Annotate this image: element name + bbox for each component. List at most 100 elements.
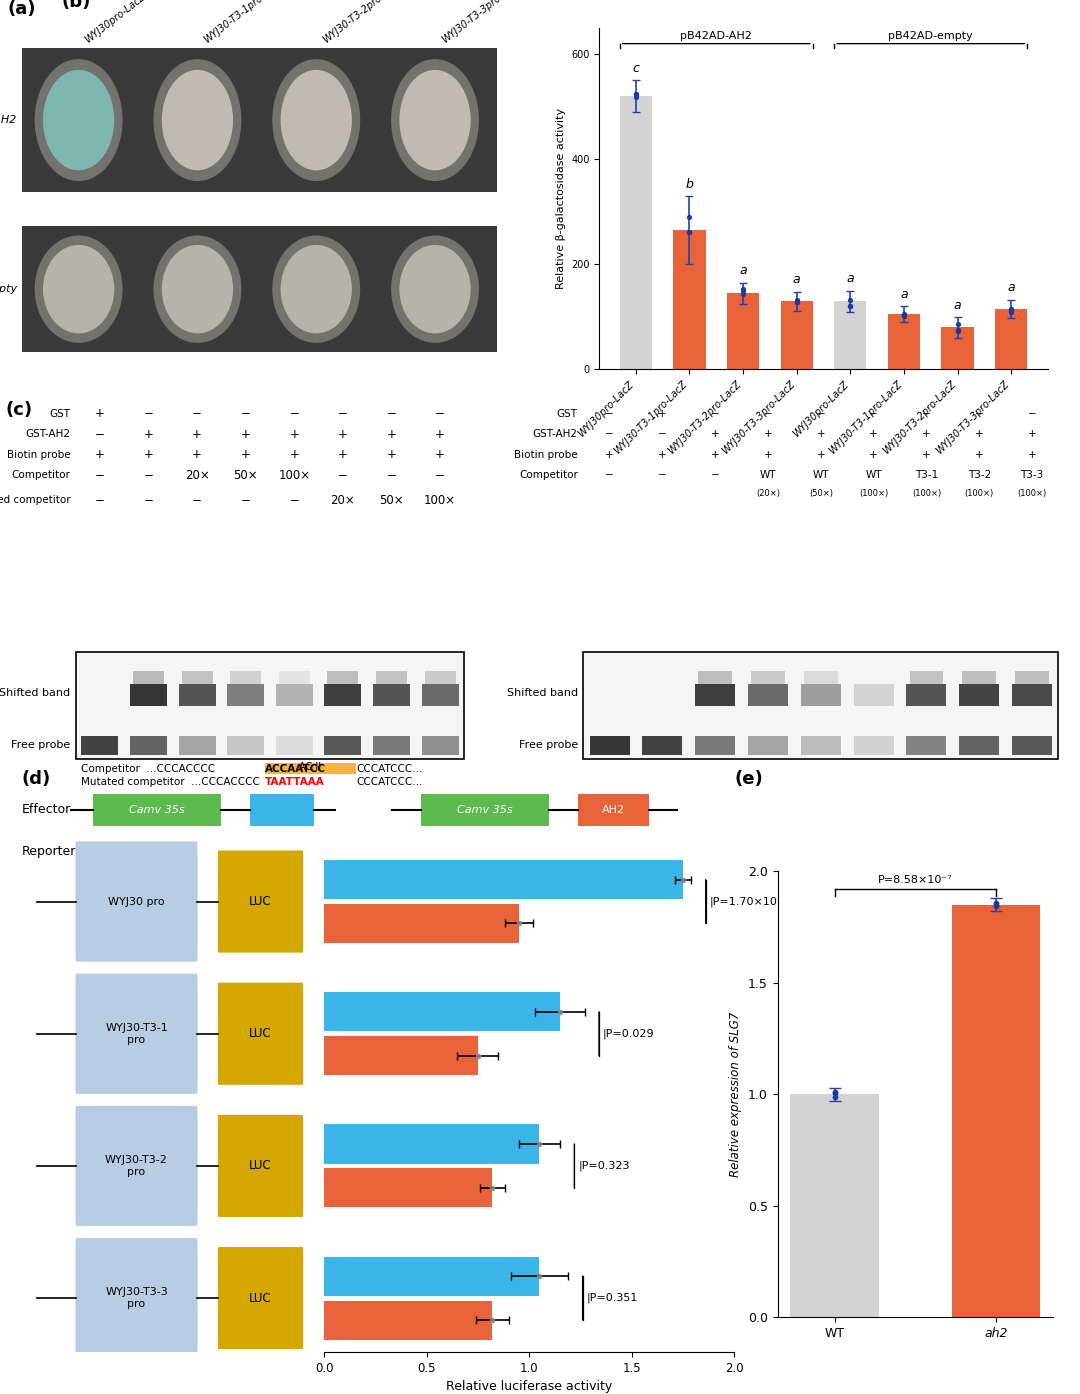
Text: 20×: 20× — [185, 468, 210, 482]
Text: −: − — [922, 408, 931, 418]
Text: Competitor  ...CCCACCCC: Competitor ...CCCACCCC — [81, 764, 215, 775]
Bar — [791, 1094, 879, 1317]
Text: pB42AD-AH2: pB42AD-AH2 — [0, 116, 17, 125]
FancyBboxPatch shape — [578, 793, 649, 827]
Text: +: + — [387, 428, 396, 441]
Point — [484, 1309, 501, 1331]
Ellipse shape — [162, 245, 233, 333]
Text: +: + — [922, 450, 931, 460]
Ellipse shape — [35, 59, 123, 181]
Text: −: − — [435, 407, 445, 420]
Bar — [327, 672, 359, 684]
Text: LUC: LUC — [249, 1292, 272, 1305]
Text: +: + — [816, 429, 825, 439]
Text: b: b — [686, 178, 693, 191]
Point — [987, 895, 1004, 917]
Bar — [800, 736, 841, 756]
Bar — [959, 684, 999, 705]
Bar — [951, 905, 1040, 1317]
Text: −: − — [435, 468, 445, 482]
Text: c: c — [633, 63, 639, 75]
Bar — [748, 736, 788, 756]
Text: WYJ30-T3-3pro-LacZ: WYJ30-T3-3pro-LacZ — [440, 0, 524, 45]
Text: a: a — [954, 298, 961, 312]
Text: GST-AH2: GST-AH2 — [25, 429, 70, 439]
Text: −: − — [869, 408, 878, 418]
Text: Biotin probe: Biotin probe — [514, 450, 578, 460]
Text: WT: WT — [812, 470, 829, 481]
Bar — [373, 684, 410, 705]
Text: Mutated competitor: Mutated competitor — [0, 495, 70, 505]
Point — [895, 304, 913, 326]
Bar — [853, 684, 893, 705]
Bar — [748, 684, 788, 705]
Text: −: − — [605, 408, 613, 418]
Bar — [22, 49, 497, 192]
Text: +: + — [711, 429, 719, 439]
Ellipse shape — [43, 245, 114, 333]
Point — [510, 912, 527, 934]
Bar — [995, 309, 1027, 369]
Text: (e): (e) — [734, 769, 764, 788]
Bar — [227, 736, 265, 756]
Text: pB42AD-AH2: pB42AD-AH2 — [680, 31, 752, 40]
Text: AH2: AH2 — [602, 804, 625, 815]
Bar — [227, 684, 265, 705]
Bar — [699, 672, 732, 684]
Point — [841, 290, 859, 312]
Point — [680, 222, 698, 244]
Bar — [324, 860, 683, 899]
Text: TAATTAAA: TAATTAAA — [265, 776, 324, 786]
Text: Free probe: Free probe — [518, 740, 578, 750]
Text: Camv 35s: Camv 35s — [457, 804, 513, 815]
Text: WYJ30-T3-1pro-LacZ: WYJ30-T3-1pro-LacZ — [202, 0, 286, 45]
Text: +: + — [711, 450, 719, 460]
Text: +: + — [241, 428, 251, 441]
Text: (a): (a) — [8, 0, 36, 18]
Text: Competitor: Competitor — [518, 470, 578, 481]
Bar — [178, 736, 216, 756]
FancyBboxPatch shape — [218, 1115, 303, 1217]
Point — [826, 1082, 843, 1104]
Text: GST: GST — [50, 408, 70, 418]
Point — [788, 291, 806, 314]
Bar — [1012, 736, 1052, 756]
Text: WYJ30 pro: WYJ30 pro — [108, 896, 165, 906]
Bar — [178, 684, 216, 705]
Text: (100×): (100×) — [912, 489, 941, 499]
Text: LUC: LUC — [249, 1027, 272, 1040]
FancyBboxPatch shape — [218, 983, 303, 1085]
Point — [674, 868, 691, 891]
Point — [826, 1080, 843, 1103]
Bar — [834, 301, 866, 369]
Text: CCCATCCC...: CCCATCCC... — [356, 776, 422, 786]
Bar — [279, 672, 310, 684]
Text: pB42AD-empty: pB42AD-empty — [889, 31, 973, 40]
Point — [949, 312, 967, 335]
Bar — [696, 684, 735, 705]
Bar — [130, 684, 167, 705]
Point — [531, 1264, 549, 1287]
Bar — [81, 736, 119, 756]
Bar — [962, 672, 996, 684]
Text: −: − — [605, 429, 613, 439]
Text: (c): (c) — [5, 401, 32, 420]
Text: +: + — [605, 450, 613, 460]
Bar — [130, 736, 167, 756]
Bar — [324, 1256, 540, 1295]
Text: −: − — [658, 429, 666, 439]
Text: −: − — [711, 408, 719, 418]
Bar — [275, 736, 313, 756]
Point — [949, 319, 967, 342]
Text: −: − — [144, 468, 153, 482]
Text: +: + — [764, 429, 772, 439]
Bar — [230, 672, 261, 684]
Text: AC II: AC II — [299, 761, 322, 771]
Ellipse shape — [43, 70, 114, 170]
Text: (b): (b) — [62, 0, 91, 11]
Bar — [942, 328, 973, 369]
Ellipse shape — [153, 236, 242, 343]
Ellipse shape — [281, 245, 352, 333]
Bar — [373, 736, 410, 756]
Text: −: − — [289, 493, 299, 506]
